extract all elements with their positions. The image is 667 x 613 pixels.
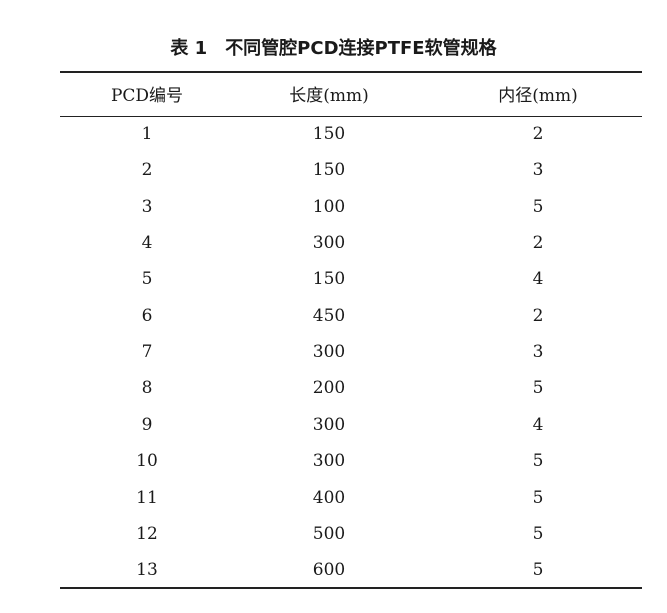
cell-inner-diameter: 5 [532,523,544,544]
cell-pcd-id: 4 [141,233,153,254]
table-row: 3 100 5 [60,189,642,225]
table-row: 6 450 2 [60,298,642,334]
header-row: PCD编号 长度(mm) 内径(mm) [60,78,642,114]
table-row: 7 300 3 [60,334,642,370]
cell-inner-diameter: 2 [532,124,544,144]
cell-pcd-id: 1 [141,124,153,144]
cell-inner-diameter: 2 [532,305,544,326]
cell-pcd-id: 9 [141,414,153,435]
cell-length: 150 [312,124,346,144]
cell-length: 450 [312,305,346,326]
cell-inner-diameter: 2 [532,233,544,254]
cell-pcd-id: 5 [141,269,153,290]
cell-length: 300 [312,233,346,254]
table-row: 4 300 2 [60,225,642,261]
cell-pcd-id: 13 [136,560,158,581]
header-inner-diameter: 内径(mm) [498,86,578,106]
cell-pcd-id: 11 [136,487,158,508]
cell-length: 600 [312,560,346,581]
header-pcd-id: PCD编号 [110,86,184,106]
cell-inner-diameter: 5 [532,196,544,217]
cell-pcd-id: 7 [141,342,153,363]
cell-length: 300 [312,414,346,435]
cell-pcd-id: 2 [141,160,153,181]
cell-inner-diameter: 5 [532,560,544,581]
cell-inner-diameter: 4 [532,414,544,435]
cell-length: 300 [312,451,346,472]
header-length: 长度(mm) [289,86,369,106]
cell-pcd-id: 6 [141,305,153,326]
cell-inner-diameter: 3 [532,160,544,181]
table-row: 5 150 4 [60,261,642,297]
cell-length: 150 [312,269,346,290]
cell-length: 150 [312,160,346,181]
cell-length: 300 [312,342,346,363]
table-row: 2 150 3 [60,152,642,188]
cell-pcd-id: 10 [136,451,158,472]
cell-pcd-id: 3 [141,196,153,217]
table-title: 表 1 不同管腔PCD连接PTFE软管规格 [0,34,667,60]
cell-length: 200 [312,378,346,399]
cell-length: 100 [312,196,346,217]
cell-pcd-id: 8 [141,378,153,399]
cell-length: 400 [312,487,346,508]
header-rule [60,116,642,117]
table-caption: 不同管腔PCD连接PTFE软管规格 [225,38,497,59]
cell-inner-diameter: 5 [532,378,544,399]
table-number: 表 1 [170,38,208,59]
cell-inner-diameter: 3 [532,342,544,363]
bottom-rule [60,587,642,589]
table-row: 9 300 4 [60,407,642,443]
table-row: 11 400 5 [60,480,642,516]
cell-inner-diameter: 5 [532,487,544,508]
cell-length: 500 [312,523,346,544]
table-row: 1 150 2 [60,116,642,152]
table-row: 10 300 5 [60,443,642,479]
cell-pcd-id: 12 [136,523,158,544]
cell-inner-diameter: 4 [532,269,544,290]
table-row: 12 500 5 [60,516,642,552]
top-rule [60,71,642,73]
table-row: 8 200 5 [60,370,642,406]
cell-inner-diameter: 5 [532,451,544,472]
table-row: 13 600 5 [60,552,642,588]
